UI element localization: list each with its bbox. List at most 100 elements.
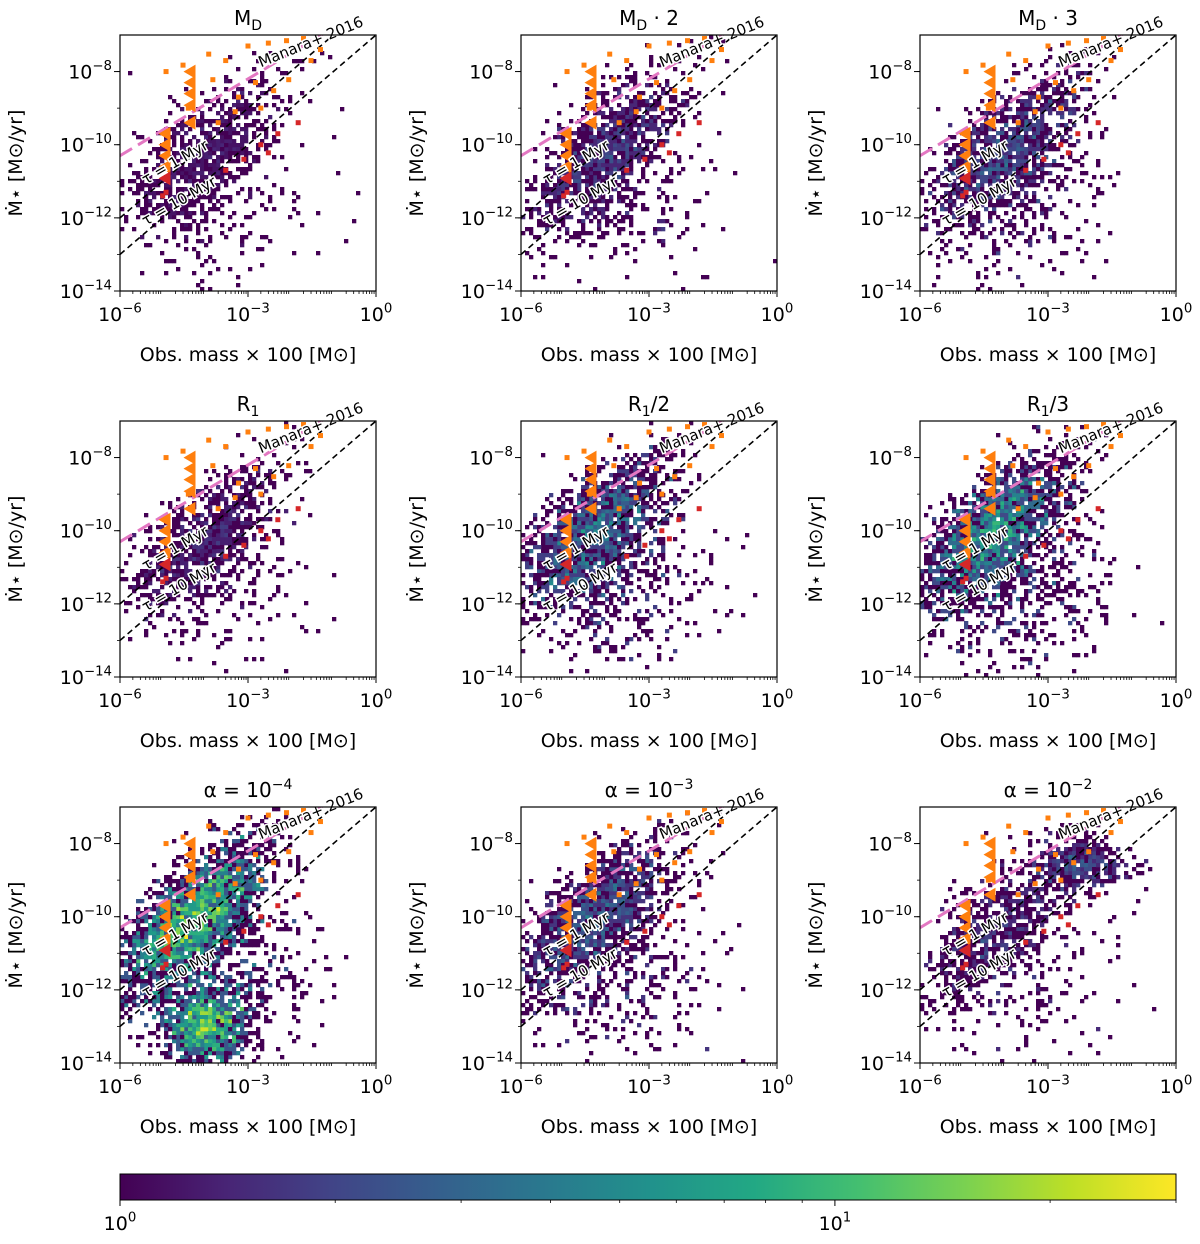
observed-point: [258, 491, 264, 497]
density-cell: [1048, 139, 1053, 144]
density-cell: [984, 151, 989, 156]
density-cell: [244, 521, 249, 526]
density-cell: [1000, 119, 1005, 124]
density-cell: [948, 191, 953, 196]
density-cell: [601, 565, 606, 570]
density-cell: [148, 537, 153, 542]
density-cell: [613, 649, 618, 654]
density-cell: [1068, 445, 1073, 450]
density-cell: [525, 179, 530, 184]
density-cell: [605, 207, 610, 212]
density-cell: [176, 517, 181, 522]
density-cell: [996, 91, 1001, 96]
x-axis-label: Obs. mass × 100 [M⊙]: [541, 730, 757, 752]
density-cell: [260, 235, 265, 240]
density-cell: [272, 529, 277, 534]
y-tick-label: 10−10: [60, 518, 112, 543]
density-cell: [136, 187, 141, 192]
density-cell: [533, 207, 538, 212]
density-cell: [212, 147, 217, 152]
density-cell: [168, 191, 173, 196]
density-cell: [296, 461, 301, 466]
density-cell: [196, 593, 201, 598]
density-cell: [212, 151, 217, 156]
density-cell: [1084, 251, 1089, 256]
density-cell: [565, 187, 570, 192]
observed-point: [709, 444, 715, 450]
density-cell: [585, 541, 590, 546]
density-cell: [1040, 589, 1045, 594]
density-cell: [204, 549, 209, 554]
density-cell: [625, 251, 630, 256]
density-cell: [581, 537, 586, 542]
density-cell: [1032, 135, 1037, 140]
density-cell: [525, 585, 530, 590]
density-cell: [1052, 589, 1057, 594]
density-cell: [609, 489, 614, 494]
density-cell: [637, 617, 642, 622]
density-cell: [605, 223, 610, 228]
density-cell: [641, 203, 646, 208]
density-cell: [541, 629, 546, 634]
density-cell: [721, 91, 726, 96]
density-cell: [240, 103, 245, 108]
density-cell: [649, 637, 654, 642]
density-cell: [976, 171, 981, 176]
density-cell: [745, 533, 750, 538]
plot-area: [120, 421, 376, 674]
density-cell: [284, 509, 289, 514]
density-cell: [232, 103, 237, 108]
density-cell: [944, 159, 949, 164]
density-cell: [617, 111, 622, 116]
density-cell: [545, 565, 550, 570]
density-cell: [665, 131, 670, 136]
density-cell: [1064, 605, 1069, 610]
density-cell: [180, 517, 185, 522]
density-cell: [952, 537, 957, 542]
density-cell: [204, 119, 209, 124]
density-cell: [200, 131, 205, 136]
density-cell: [1104, 621, 1109, 626]
density-cell: [549, 581, 554, 586]
density-cell: [693, 553, 698, 558]
density-cell: [192, 517, 197, 522]
density-cell: [537, 617, 542, 622]
density-cell: [204, 187, 209, 192]
density-cell: [196, 171, 201, 176]
upper-limit-marker: [183, 98, 196, 113]
density-cell: [184, 215, 189, 220]
density-cell: [629, 509, 634, 514]
density-cell: [212, 159, 217, 164]
density-cell: [541, 605, 546, 610]
density-cell: [200, 195, 205, 200]
density-cell: [228, 171, 233, 176]
density-cell: [1032, 215, 1037, 220]
density-cell: [1072, 95, 1077, 100]
density-cell: [996, 605, 1001, 610]
density-cell: [641, 505, 646, 510]
density-cell: [1028, 183, 1033, 188]
observed-point-red: [265, 150, 271, 156]
density-cell: [1028, 139, 1033, 144]
density-cell: [280, 99, 285, 104]
density-cell: [621, 589, 626, 594]
density-cell: [1024, 195, 1029, 200]
density-cell: [1052, 87, 1057, 92]
density-cell: [960, 191, 965, 196]
density-cell: [196, 159, 201, 164]
density-cell: [140, 183, 145, 188]
density-cell: [1056, 123, 1061, 128]
density-cell: [204, 99, 209, 104]
density-cell: [633, 139, 638, 144]
density-cell: [649, 585, 654, 590]
density-cell: [208, 585, 213, 590]
density-cell: [136, 597, 141, 602]
observed-point: [654, 80, 660, 86]
density-cell: [980, 553, 985, 558]
density-cell: [192, 203, 197, 208]
density-cell: [625, 119, 630, 124]
density-cell: [549, 255, 554, 260]
density-cell: [1036, 497, 1041, 502]
density-cell: [212, 219, 217, 224]
density-cell: [1008, 537, 1013, 542]
